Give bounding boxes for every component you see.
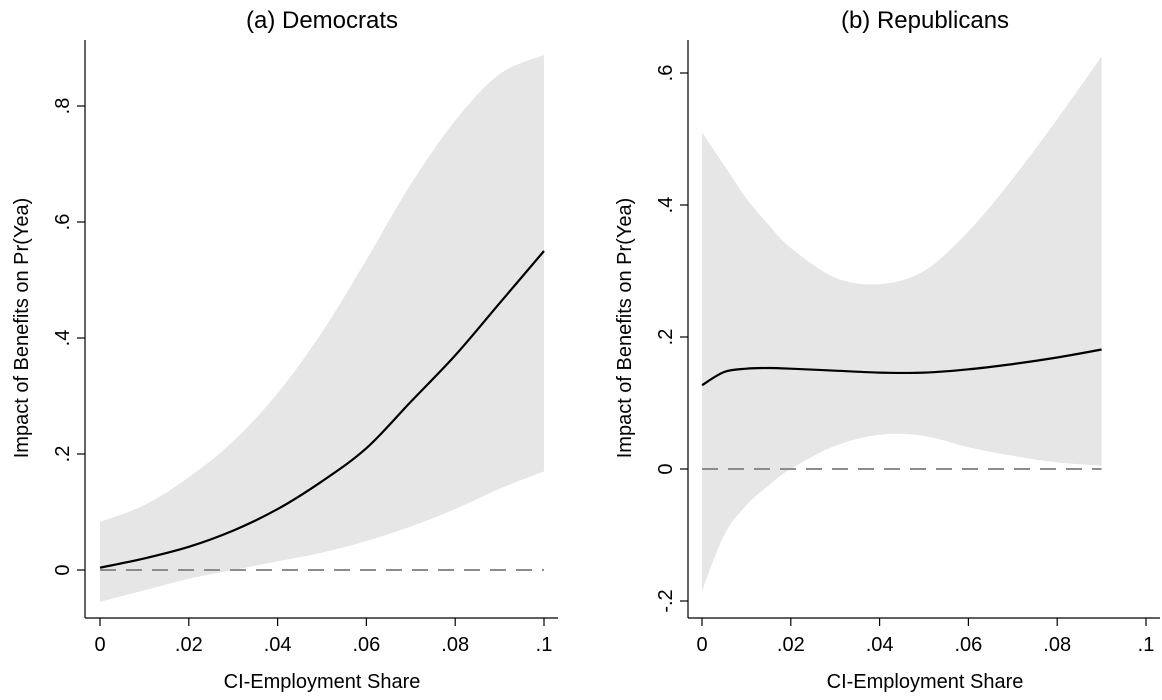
x-tick-label: .04 [264, 634, 292, 656]
x-ticks-democrats: 0 .02 .04 .06 .08 .1 [94, 618, 552, 656]
x-tick-label: .08 [1043, 634, 1071, 656]
y-ticks-democrats: 0 .2 .4 .6 .8 [52, 98, 85, 576]
y-tick-label: .4 [52, 330, 74, 347]
confidence-band-democrats [100, 55, 544, 602]
x-tick-label: .1 [536, 634, 553, 656]
panel-title-democrats: (a) Democrats [246, 7, 398, 34]
x-tick-label: .06 [954, 634, 982, 656]
y-tick-label: .2 [52, 446, 74, 463]
estimate-line-democrats [99, 250, 545, 569]
y-tick-label: .6 [655, 65, 677, 82]
y-tick-label: -.2 [655, 589, 677, 612]
x-axis-title-democrats: CI-Employment Share [224, 671, 421, 693]
y-tick-label: .8 [52, 98, 74, 115]
y-tick-label: 0 [655, 463, 677, 474]
x-tick-label: .04 [866, 634, 894, 656]
x-tick-label: .02 [175, 634, 203, 656]
y-tick-label: .4 [655, 197, 677, 214]
panel-republicans: -.2 0 .2 .4 .6 0 .02 .04 .06 .08 .1 (b) Republica… [614, 7, 1160, 693]
x-axis-title-republicans: CI-Employment Share [827, 671, 1024, 693]
y-tick-label: 0 [52, 564, 74, 575]
estimate-line-republicans [701, 348, 1102, 387]
x-tick-label: .06 [352, 634, 380, 656]
y-axis-title-democrats: Impact of Benefits on Pr(Yea) [11, 198, 33, 459]
x-tick-label: .1 [1138, 634, 1155, 656]
y-axis-title-republicans: Impact of Benefits on Pr(Yea) [614, 198, 636, 459]
confidence-band-republicans [702, 56, 1102, 592]
y-tick-label: .2 [655, 329, 677, 346]
y-tick-label: .6 [52, 214, 74, 231]
x-ticks-republicans: 0 .02 .04 .06 .08 .1 [696, 618, 1154, 656]
x-tick-label: .02 [777, 634, 805, 656]
x-tick-label: 0 [94, 634, 105, 656]
x-tick-label: 0 [696, 634, 707, 656]
panel-title-republicans: (b) Republicans [841, 7, 1009, 34]
x-tick-label: .08 [441, 634, 469, 656]
y-ticks-republicans: -.2 0 .2 .4 .6 [655, 65, 688, 613]
panel-democrats: 0.2.4.6.8 0.02.04.06.08.1 (a) Democrats … [11, 7, 558, 693]
